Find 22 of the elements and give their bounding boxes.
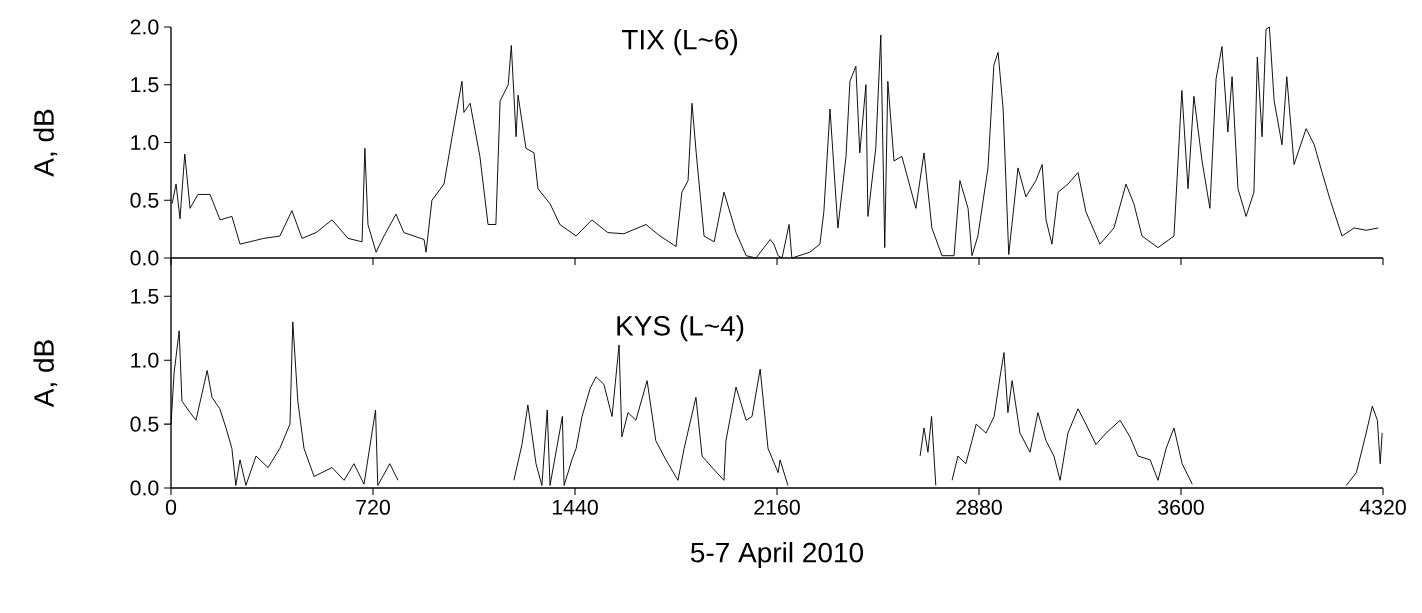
y-tick-label: 1.5: [131, 77, 159, 93]
x-tick-label: 3600: [1158, 499, 1204, 515]
y-axis-title: A, dB: [33, 340, 58, 408]
x-tick-label: 1440: [552, 499, 598, 515]
y-tick-label: 0.5: [130, 416, 159, 432]
text: KYS (L~4): [617, 315, 744, 342]
y-tick-label: 0.0: [130, 250, 159, 266]
y-tick-label: 1.0: [131, 352, 159, 368]
y-tick-label: 2.0: [130, 19, 159, 35]
y-axis-title: A, dB: [33, 109, 58, 177]
chart-title: TIX (L~6): [621, 29, 738, 56]
x-tick-label: 4320: [1359, 499, 1406, 515]
y-tick-label: 0.0: [130, 480, 159, 496]
y-tick-label: 1.0: [131, 134, 159, 151]
x-tick-label: 0: [165, 499, 177, 515]
line-series: [171, 26, 1379, 259]
x-tick-label: 2880: [956, 499, 1002, 515]
x-tick-label: 2160: [754, 499, 800, 515]
y-tick-label: 1.5: [131, 288, 159, 304]
x-axis-title: 5-7 April 2010: [690, 541, 864, 569]
y-tick-label: 0.5: [130, 192, 159, 208]
x-tick-label: 720: [356, 499, 390, 515]
